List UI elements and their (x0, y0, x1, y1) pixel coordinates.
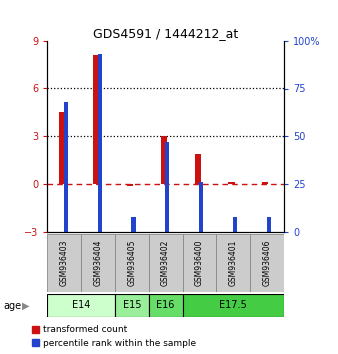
Text: GSM936400: GSM936400 (195, 240, 204, 286)
Text: age: age (3, 301, 22, 311)
Bar (149, 294, 183, 317)
Text: GSM936401: GSM936401 (229, 240, 238, 286)
Text: GSM936405: GSM936405 (127, 240, 136, 286)
Bar (233, 217, 237, 232)
Text: GSM936406: GSM936406 (263, 240, 271, 286)
Text: GSM936402: GSM936402 (161, 240, 170, 286)
Bar (183, 294, 284, 317)
Text: GSM936403: GSM936403 (60, 240, 69, 286)
Bar (199, 182, 203, 232)
Bar (195, 154, 201, 184)
Bar (93, 55, 99, 184)
Text: E17.5: E17.5 (219, 300, 247, 310)
Bar (262, 182, 268, 184)
Bar (98, 54, 102, 232)
Text: ▶: ▶ (22, 301, 29, 311)
Bar (216, 234, 250, 292)
Text: GSM936404: GSM936404 (94, 240, 102, 286)
Bar (115, 234, 149, 292)
Legend: transformed count, percentile rank within the sample: transformed count, percentile rank withi… (31, 325, 196, 348)
Bar (64, 102, 68, 232)
Text: E14: E14 (72, 300, 90, 310)
Bar (183, 234, 216, 292)
Text: E16: E16 (156, 300, 175, 310)
Bar (267, 217, 271, 232)
Bar (47, 234, 81, 292)
Bar (161, 136, 167, 184)
Bar (131, 217, 136, 232)
Bar (165, 142, 169, 232)
Bar (127, 184, 133, 187)
Bar (228, 182, 235, 184)
Bar (250, 234, 284, 292)
Title: GDS4591 / 1444212_at: GDS4591 / 1444212_at (93, 27, 238, 40)
Bar (149, 234, 183, 292)
Bar (115, 294, 149, 317)
Bar (81, 234, 115, 292)
Bar (59, 113, 66, 184)
Bar (47, 294, 115, 317)
Text: E15: E15 (123, 300, 141, 310)
